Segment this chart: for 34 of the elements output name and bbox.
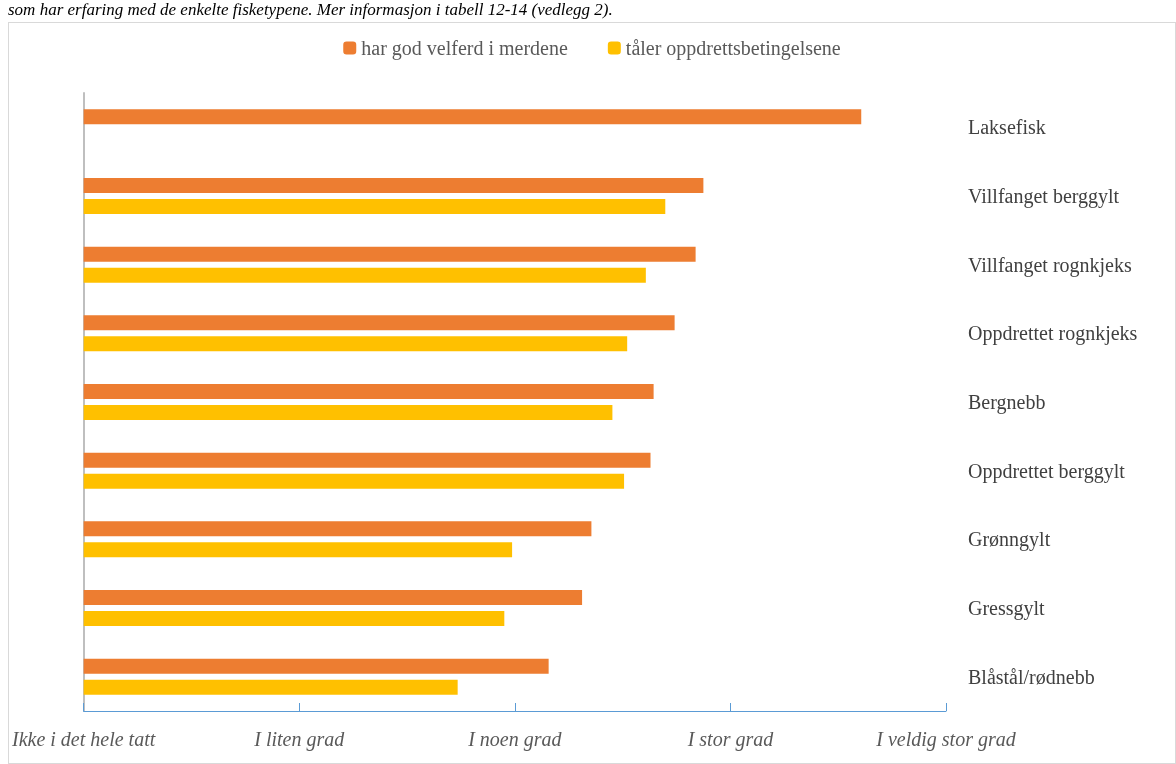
y-tick-label: Bergnebb [968,391,1046,414]
bar [83,336,628,352]
text: I stor grad [686,728,775,751]
bar [83,109,862,125]
y-tick-label: Gressgylt [968,597,1046,620]
text: Ikke i det hele tatt [11,728,156,750]
bar [83,384,654,399]
text: I veldig stor grad [875,728,1017,751]
bar [83,452,651,468]
bar [83,611,505,626]
text: som har erfaring med de enkelte fisketypene. Mer informasjon i tabell 12-14 (vedlegg 2). [8,0,613,20]
bar [83,542,513,558]
y-tick-label: Oppdrettet berggylt [968,459,1126,483]
legend-label: har god velferd i merdene [361,37,568,60]
bar [83,178,704,193]
y-tick-label: Villfanget berggylt [968,185,1120,208]
bar [83,267,646,283]
y-tick-label: Oppdrettet rognkjeks [968,322,1138,346]
text: I noen grad [467,728,563,751]
bar [83,590,583,605]
bar [83,315,675,331]
bar [83,199,666,214]
y-tick-label: Blåstål/rødnebb [968,665,1095,688]
y-tick-label: Laksefisk [968,116,1046,139]
bar [83,246,696,262]
bar [83,658,549,674]
bar [83,679,458,695]
bar [83,473,625,489]
text: I liten grad [253,728,346,751]
legend-label: tåler oppdrettsbetingelsene [625,37,841,60]
bar [83,521,592,537]
y-tick-label: Grønngylt [968,528,1051,552]
y-tick-label: Villfanget rognkjeks [968,253,1132,277]
bar [83,405,613,420]
